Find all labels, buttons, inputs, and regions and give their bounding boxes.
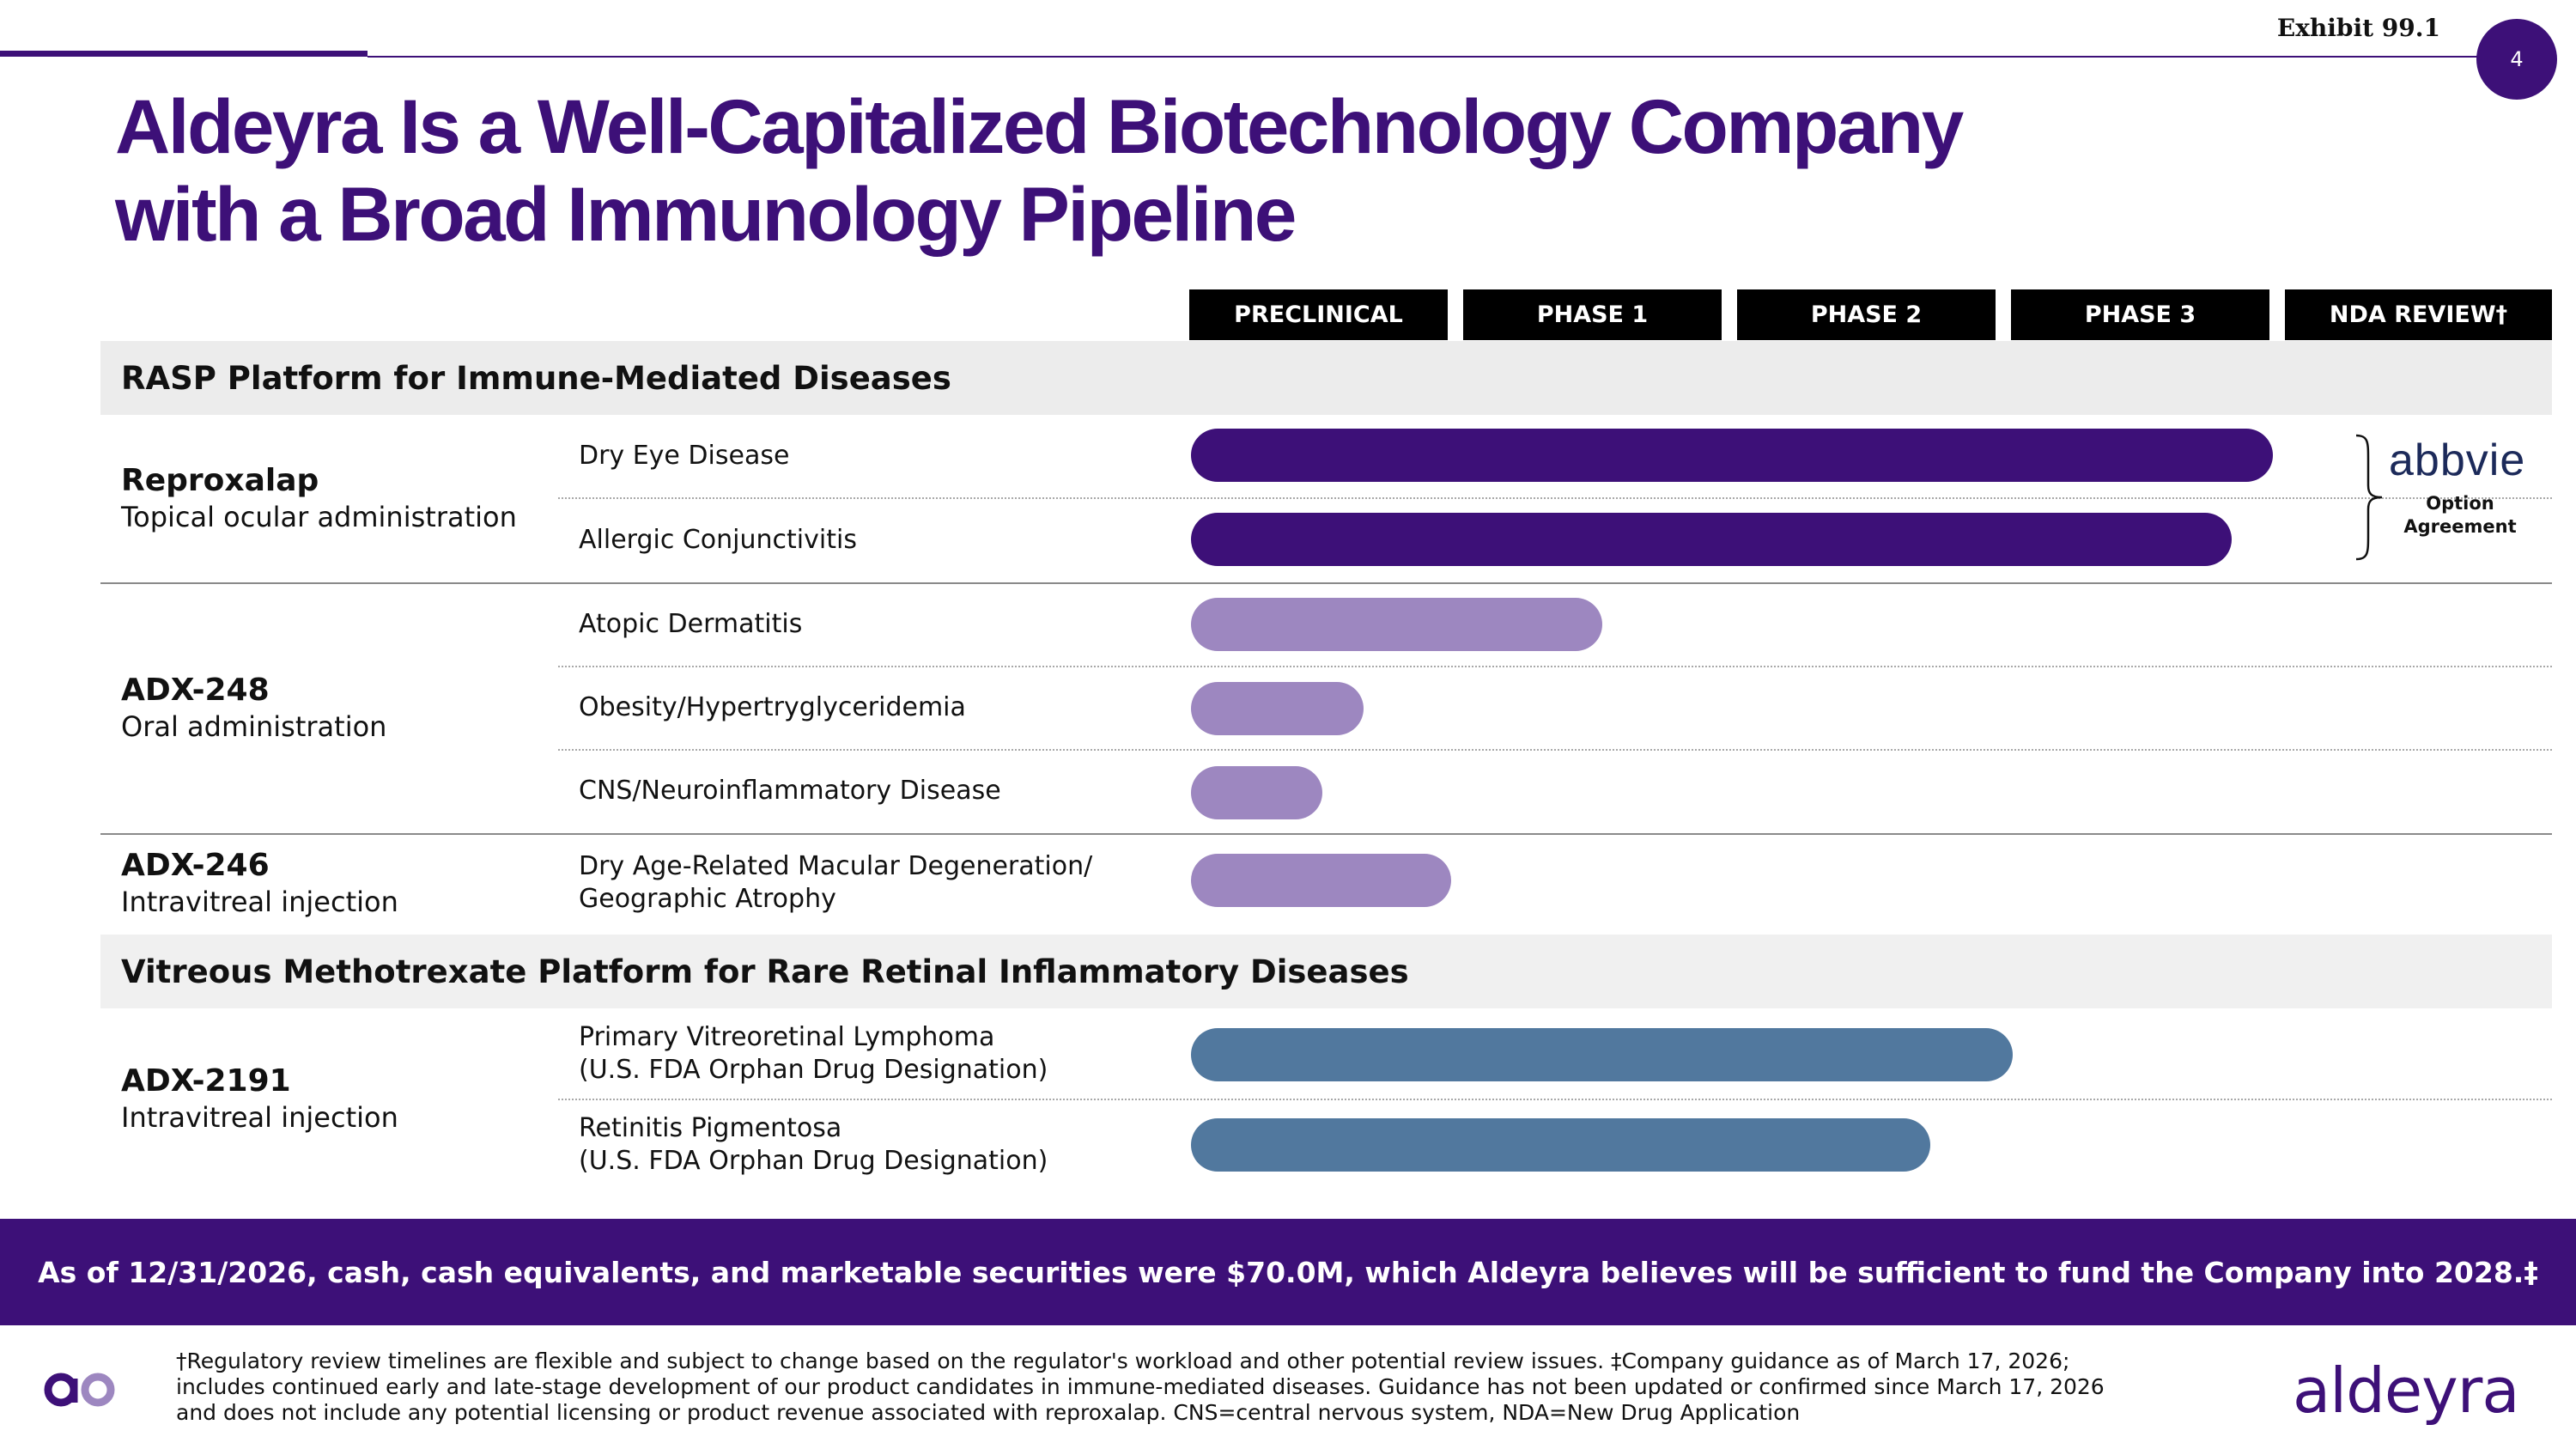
progress-bar-atopic-dermatitis	[1191, 598, 1602, 651]
indication-label: Dry Age-Related Macular Degeneration/ Ge…	[579, 850, 1092, 916]
exhibit-label: Exhibit 99.1	[2276, 14, 2440, 42]
program-route: Intravitreal injection	[121, 1101, 398, 1134]
stage-header-phase-1: PHASE 1	[1463, 289, 1722, 340]
option-agreement-label: Option Agreement	[2403, 493, 2517, 537]
program-divider	[100, 833, 2552, 835]
indication-label-line-2: Geographic Atrophy	[579, 884, 836, 914]
page-title-line-2: with a Broad Immunology Pipeline	[115, 171, 1297, 257]
progress-bar-obesity	[1191, 682, 1364, 735]
stage-header-phase-2: PHASE 2	[1737, 289, 1996, 340]
program-adx-2191: ADX-2191 Intravitreal injection	[121, 1062, 398, 1135]
row-divider	[558, 666, 2552, 667]
stage-header-phase-3: PHASE 3	[2011, 289, 2269, 340]
section-band-rasp: RASP Platform for Immune-Mediated Diseas…	[100, 341, 2552, 415]
indication-label-line-1: Retinitis Pigmentosa	[579, 1113, 842, 1143]
program-reproxalap: Reproxalap Topical ocular administration	[121, 462, 517, 534]
indication-label-line-2: (U.S. FDA Orphan Drug Designation)	[579, 1055, 1048, 1085]
indication-label: Obesity/Hypertryglyceridemia	[579, 692, 966, 722]
row-divider	[558, 497, 2552, 499]
stage-header-preclinical: PRECLINICAL	[1189, 289, 1448, 340]
aldeyra-logo: aldeyra	[2293, 1355, 2519, 1427]
program-route: Oral administration	[121, 710, 387, 743]
progress-bar-allergic-conjunctivitis	[1191, 513, 2232, 566]
page-number-badge: 4	[2476, 19, 2557, 100]
progress-bar-cns	[1191, 766, 1322, 819]
aldeyra-mark-icon	[44, 1373, 115, 1407]
stage-header-nda-review: NDA REVIEW†	[2285, 289, 2552, 340]
abbvie-logo: abbvie	[2389, 435, 2526, 485]
program-name: ADX-2191	[121, 1063, 291, 1099]
header-rule-accent	[0, 51, 368, 57]
indication-label: Retinitis Pigmentosa (U.S. FDA Orphan Dr…	[579, 1112, 1048, 1178]
progress-bar-dry-eye-disease	[1191, 429, 2273, 482]
row-divider	[558, 1099, 2552, 1100]
program-route: Topical ocular administration	[121, 501, 517, 533]
indication-label: CNS/Neuroinflammatory Disease	[579, 776, 1001, 806]
indication-label: Dry Eye Disease	[579, 441, 790, 471]
program-route: Intravitreal injection	[121, 886, 398, 918]
indication-label-line-1: Dry Age-Related Macular Degeneration/	[579, 851, 1093, 881]
program-name: Reproxalap	[121, 463, 319, 498]
program-name: ADX-246	[121, 848, 270, 883]
brace-icon	[2355, 434, 2383, 561]
progress-bar-retinitis-pigmentosa	[1191, 1118, 1930, 1172]
indication-label: Allergic Conjunctivitis	[579, 525, 857, 555]
program-divider	[100, 582, 2552, 584]
cash-banner: As of 12/31/2026, cash, cash equivalents…	[0, 1219, 2576, 1325]
indication-label: Primary Vitreoretinal Lymphoma (U.S. FDA…	[579, 1021, 1048, 1087]
program-adx-248: ADX-248 Oral administration	[121, 672, 386, 744]
indication-label: Atopic Dermatitis	[579, 609, 803, 639]
progress-bar-dry-amd	[1191, 854, 1451, 907]
indication-label-line-2: (U.S. FDA Orphan Drug Designation)	[579, 1146, 1048, 1176]
indication-label-line-1: Primary Vitreoretinal Lymphoma	[579, 1022, 995, 1052]
footnote: †Regulatory review timelines are flexibl…	[176, 1349, 2105, 1425]
section-band-methotrexate: Vitreous Methotrexate Platform for Rare …	[100, 935, 2552, 1008]
progress-bar-pvrl	[1191, 1028, 2013, 1081]
header-rule	[368, 56, 2488, 58]
program-adx-246: ADX-246 Intravitreal injection	[121, 847, 398, 919]
program-name: ADX-248	[121, 673, 270, 708]
row-divider	[558, 749, 2552, 751]
page-title: Aldeyra Is a Well-Capitalized Biotechnol…	[115, 82, 2090, 258]
page-title-line-1: Aldeyra Is a Well-Capitalized Biotechnol…	[115, 83, 1964, 169]
